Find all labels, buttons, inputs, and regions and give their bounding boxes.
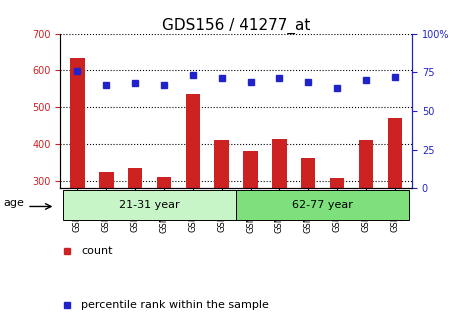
Bar bbox=[157, 177, 171, 188]
Text: age: age bbox=[3, 199, 24, 208]
Bar bbox=[70, 57, 85, 188]
Bar bbox=[186, 94, 200, 188]
Bar bbox=[359, 140, 373, 188]
Bar bbox=[330, 178, 344, 188]
Bar bbox=[99, 172, 113, 188]
Bar bbox=[236, 190, 409, 220]
Text: 62-77 year: 62-77 year bbox=[292, 200, 353, 210]
Bar bbox=[63, 190, 236, 220]
Text: count: count bbox=[81, 246, 113, 256]
Bar bbox=[214, 140, 229, 188]
Bar bbox=[301, 158, 315, 188]
Bar bbox=[128, 168, 143, 188]
Text: 21-31 year: 21-31 year bbox=[119, 200, 180, 210]
Bar bbox=[244, 151, 258, 188]
Text: percentile rank within the sample: percentile rank within the sample bbox=[81, 300, 269, 310]
Bar bbox=[388, 118, 402, 188]
Bar bbox=[272, 139, 287, 188]
Title: GDS156 / 41277_at: GDS156 / 41277_at bbox=[162, 17, 310, 34]
